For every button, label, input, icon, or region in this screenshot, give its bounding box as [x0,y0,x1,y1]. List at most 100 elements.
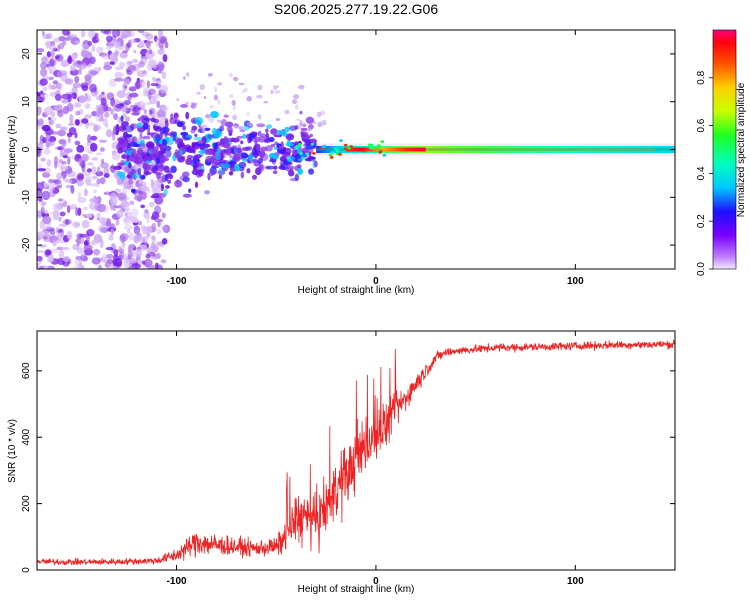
spectrogram-noise-blob [43,148,51,155]
spectrogram-noise-blob [130,208,139,217]
snr-series-line [37,339,675,566]
spectrogram-noise-blob [46,51,51,58]
spectrogram-noise-blob [42,236,48,240]
spectrogram-scatter-blob [217,82,223,86]
spectrogram-scatter-blob [228,171,234,176]
spectrogram-noise-blob [105,190,109,196]
spectrogram-noise-blob [151,188,158,194]
spectrogram-noise-blob [37,168,46,172]
spectrogram-scatter-blob [188,188,192,193]
spectrogram-noise-blob [42,34,51,40]
spectrogram-scatter-blob [132,104,140,113]
spectrogram-scatter-blob [116,171,126,178]
spectrogram-noise-blob [89,56,96,65]
spectrogram-scatter-blob [263,100,268,104]
spectrogram-scatter-blob [118,138,125,145]
spectrogram-noise-blob [157,109,165,118]
spectrogram-peak-dot [378,150,383,154]
spectrogram-noise-blob [49,44,57,51]
spectrogram-noise-blob [144,208,149,214]
spectrogram-noise-blob [72,82,81,89]
spectrogram-noise-blob [39,78,48,86]
spectrogram-noise-blob [146,48,153,55]
spectrogram-noise-blob [133,234,139,244]
spectrogram-x-ticks: -100 0 100 [167,30,584,287]
spectrogram-carrier-line [425,148,655,151]
spectrogram-noise-blob [140,204,146,209]
spectrogram-noise-blob [46,182,55,193]
spectrogram-noise-blob [37,231,46,238]
spectrogram-peak-dot [382,153,387,157]
spectrogram-noise-blob [150,83,159,87]
spectrogram-noise-blob [77,207,82,216]
spectrogram-scatter-blob [226,148,231,154]
spectrogram-noise-blob [80,160,86,169]
spectrogram-noise-blob [93,248,101,256]
spectrogram-noise-blob [90,135,98,141]
spectrogram-x-label: Height of straight line (km) [298,285,415,296]
spectrogram-noise-blob [40,206,45,216]
spectrogram-noise-blob [143,258,153,268]
spectrogram-peak-core [346,147,426,152]
spectrogram-scatter-blob [246,96,252,102]
spectrogram-noise-blob [61,93,71,100]
spectrogram-noise-blob [124,212,128,217]
spectrogram-scatter-blob [165,185,170,189]
spectrogram-noise-blob [122,113,127,118]
spectrogram-scatter-blob [210,170,214,177]
spectrogram-scatter-blob [299,110,303,115]
spectrogram-scatter-blob [192,162,198,169]
spectrogram-scatter-blob [231,145,238,150]
spectrogram-scatter-blob [158,132,163,140]
spectrogram-scatter-blob [284,126,290,133]
spectrogram-noise-blob [49,235,59,242]
spectrogram-noise-blob [78,174,84,180]
spectrogram-noise-blob [89,142,98,152]
spectrogram-noise-blob [103,64,113,71]
spectrogram-noise-blob [75,119,80,126]
spectrogram-scatter-blob [241,146,250,152]
spectrogram-noise-blob [80,237,85,245]
spectrogram-noise-blob [98,139,108,143]
spectrogram-noise-blob [110,248,120,254]
spectrogram-noise-blob [78,233,88,238]
spectrogram-noise-blob [130,112,140,116]
spectrogram-noise-blob [89,70,99,76]
spectrogram-scatter-blob [228,161,237,165]
spectrogram-noise-blob [81,154,89,162]
spectrogram-noise-blob [45,249,52,256]
spectrogram-scatter-blob [307,123,314,130]
spectrogram-scatter-blob [229,154,233,159]
snr-panel: -100 0 100 0 200 400 600 Height of straight l… [7,330,676,595]
spectrogram-noise-blob [164,41,169,49]
spectrogram-noise-blob [73,259,82,266]
spectrogram-noise-blob [69,203,77,210]
spectrogram-scatter-blob [156,171,161,179]
spectrogram-noise-blob [126,60,133,66]
spectrogram-noise-blob [156,100,161,108]
spectrogram-noise-blob [97,264,103,269]
spectrogram-noise-blob [155,252,161,260]
spectrogram-noise-blob [66,205,71,214]
spectrogram-scatter-blob [286,165,295,171]
spectrogram-scatter-blob [185,146,189,153]
spectrogram-noise-blob [44,209,49,215]
spectrogram-noise-blob [62,200,68,208]
spectrogram-scatter-blob [243,87,248,93]
spectrogram-scatter-blob [260,146,268,152]
spectrogram-noise-blob [95,152,103,156]
spectrogram-scatter-blob [285,133,295,141]
spectrogram-noise-blob [105,129,113,138]
spectrogram-noise-blob [79,253,88,262]
spectrogram-scatter-blob [123,99,132,106]
spectrogram-noise-blob [150,179,155,190]
spectrogram-noise-blob [138,41,143,48]
spectrogram-scatter-blob [194,181,199,188]
spectrogram-scatter-blob [276,129,284,136]
spectrogram-noise-blob [61,246,70,251]
spectrogram-noise-blob [96,178,101,185]
spectrogram-noise-blob [154,195,164,205]
spectrogram-noise-blob [67,136,71,144]
spectrogram-scatter-blob [257,84,263,91]
spectrogram-noise-blob [99,52,108,57]
